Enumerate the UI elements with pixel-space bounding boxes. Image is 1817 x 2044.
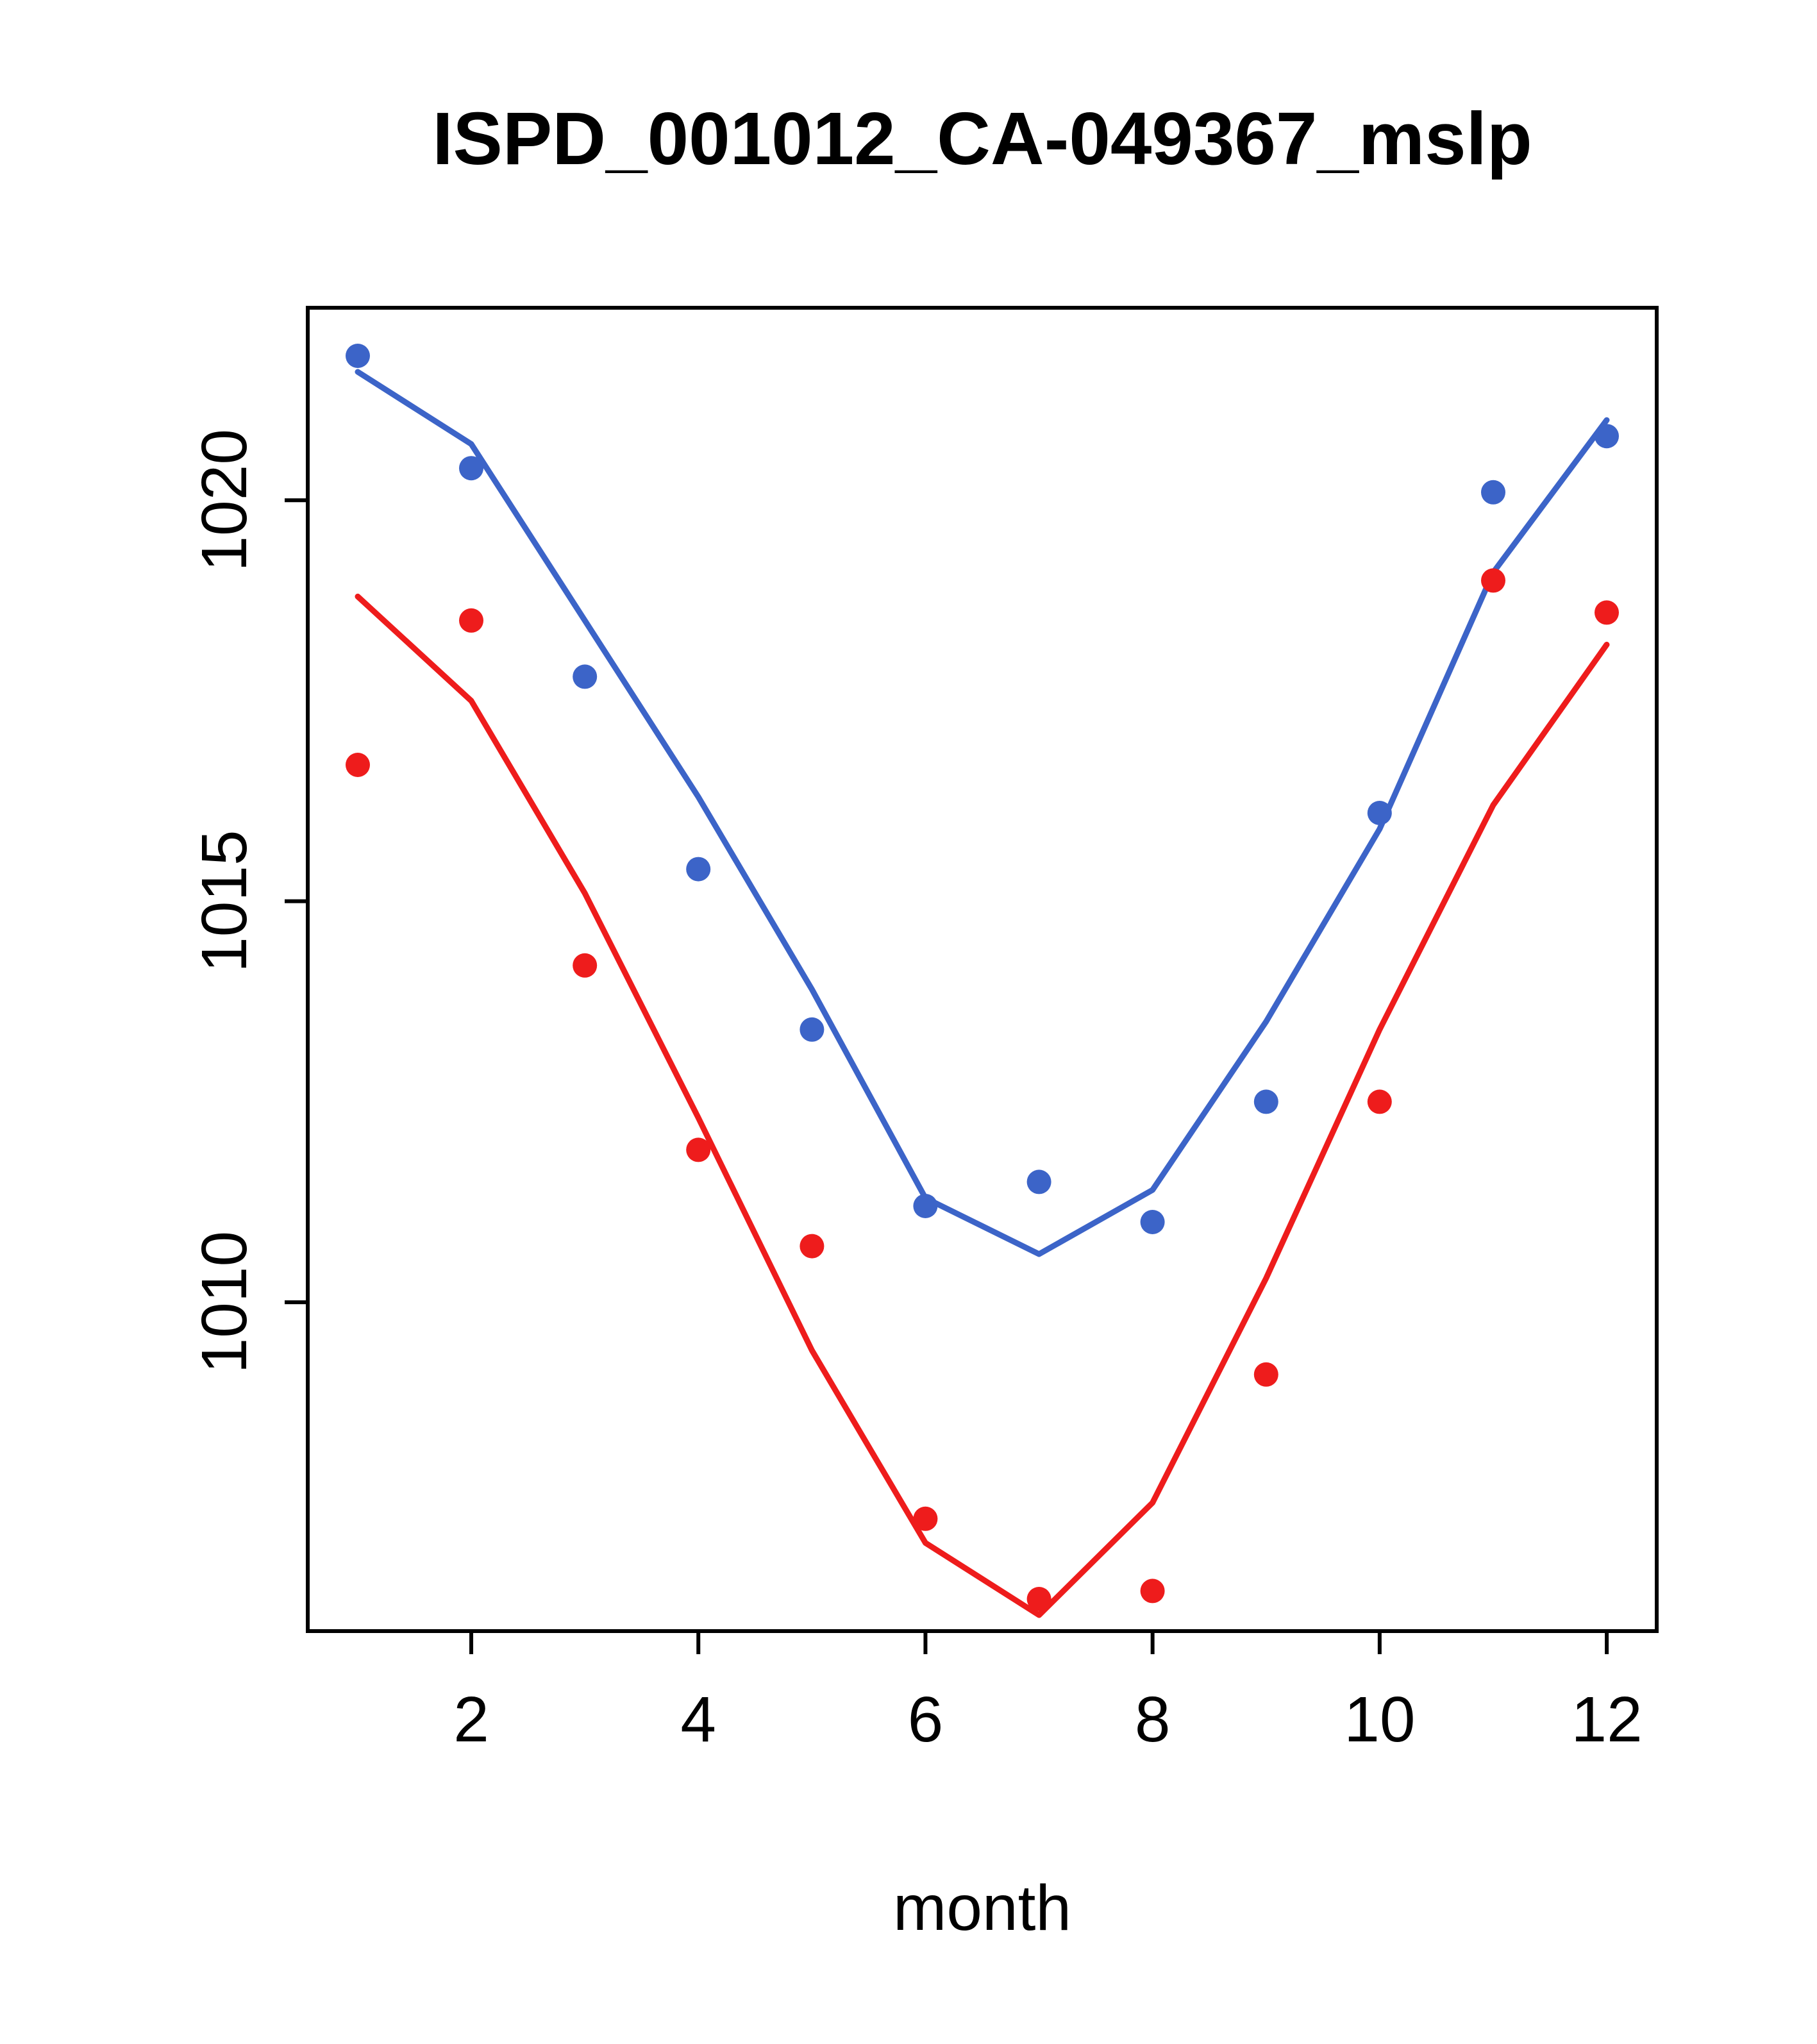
- blue-points-obs-marker: [1253, 1089, 1278, 1114]
- blue-line-fit: [355, 369, 1610, 1257]
- red-points-obs-marker: [1367, 1089, 1392, 1114]
- x-tick-label: 6: [908, 1684, 944, 1755]
- y-tick-label: 1020: [188, 429, 260, 571]
- blue-points-obs-marker: [1140, 1210, 1165, 1234]
- red-points-obs-marker: [1026, 1587, 1051, 1611]
- blue-points-obs-marker: [686, 857, 711, 882]
- blue-points-obs-marker: [1026, 1169, 1051, 1194]
- red-points-obs-marker: [686, 1137, 711, 1162]
- red-points-obs-marker: [573, 953, 598, 978]
- x-tick-label: 4: [680, 1684, 716, 1755]
- blue-points-obs-marker: [1481, 480, 1505, 505]
- blue-points-obs-marker: [346, 344, 370, 368]
- x-tick-label: 2: [453, 1684, 489, 1755]
- red-points-obs-marker: [1140, 1579, 1165, 1604]
- red-points-obs-marker: [346, 753, 370, 777]
- blue-points-obs-marker: [573, 664, 598, 689]
- y-tick-label: 1015: [188, 830, 260, 972]
- red-points-obs-marker: [800, 1234, 825, 1259]
- x-axis-label: month: [893, 1872, 1071, 1944]
- red-points-obs-marker: [1481, 568, 1505, 593]
- red-points-obs-marker: [913, 1506, 938, 1531]
- red-line-fit: [355, 593, 1610, 1618]
- x-tick-label: 12: [1571, 1684, 1642, 1755]
- blue-points-obs-marker: [913, 1194, 938, 1218]
- x-tick-label: 10: [1344, 1684, 1415, 1755]
- blue-points-obs-marker: [1367, 801, 1392, 825]
- red-points-obs-marker: [459, 608, 483, 633]
- plot-border: [306, 306, 1659, 1633]
- red-points-obs-marker: [1253, 1362, 1278, 1387]
- blue-points-obs-marker: [459, 456, 483, 481]
- blue-points-obs-marker: [800, 1017, 825, 1042]
- chart-title: ISPD_001012_CA-049367_mslp: [432, 97, 1532, 180]
- blue-points-obs-marker: [1595, 424, 1619, 449]
- y-tick-label: 1010: [188, 1231, 260, 1373]
- x-tick-label: 8: [1135, 1684, 1171, 1755]
- red-points-obs-marker: [1595, 600, 1619, 625]
